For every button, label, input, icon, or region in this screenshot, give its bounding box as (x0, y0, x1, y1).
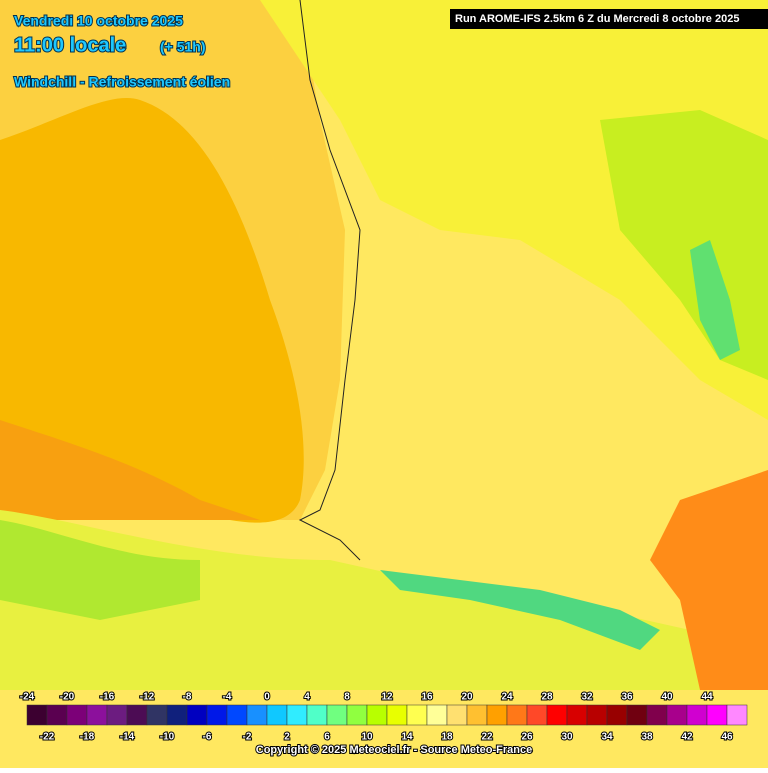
legend-label: 44 (701, 692, 713, 703)
legend-swatch (146, 704, 168, 726)
legend-swatch (666, 704, 688, 726)
legend-swatch (586, 704, 608, 726)
legend-label: 6 (324, 732, 330, 743)
mediterranean (650, 470, 768, 690)
coastline (298, 0, 361, 561)
legend-swatch (66, 704, 88, 726)
pyrenees-high (380, 570, 660, 650)
legend-swatch (46, 704, 68, 726)
legend-swatch (706, 704, 728, 726)
legend-label: -18 (80, 732, 95, 743)
legend-swatch (466, 704, 488, 726)
legend-swatch (86, 704, 108, 726)
copyright: Copyright © 2025 Meteociel.fr - Source M… (256, 744, 532, 756)
legend-swatch (386, 704, 408, 726)
legend-swatch (486, 704, 508, 726)
legend-label: -12 (140, 692, 155, 703)
run-banner (450, 9, 768, 29)
legend-swatch (166, 704, 188, 726)
legend-swatch (406, 704, 428, 726)
legend-swatch (686, 704, 708, 726)
legend-label: 18 (441, 732, 453, 743)
legend-label: -16 (100, 692, 115, 703)
legend-swatch (266, 704, 288, 726)
pyrenees-west (0, 520, 200, 620)
ocean-south (0, 420, 260, 520)
legend-swatch (646, 704, 668, 726)
legend-label: 20 (461, 692, 473, 703)
legend-label: -8 (183, 692, 192, 703)
pyrenees (0, 510, 700, 690)
legend-label: 8 (344, 692, 350, 703)
legend-swatch (546, 704, 568, 726)
legend-swatch (226, 704, 248, 726)
legend-swatch (526, 704, 548, 726)
forecast-lead: (+ 51h) (160, 39, 206, 55)
legend-swatch (426, 704, 448, 726)
legend-swatch (246, 704, 268, 726)
legend-label: -2 (243, 732, 252, 743)
legend-label: 24 (501, 692, 513, 703)
legend-swatch (566, 704, 588, 726)
legend-label: 46 (721, 732, 733, 743)
run-info: Run AROME-IFS 2.5km 6 Z du Mercredi 8 oc… (455, 13, 739, 25)
legend-label: 42 (681, 732, 693, 743)
legend-swatch (506, 704, 528, 726)
legend-swatch (306, 704, 328, 726)
legend-label: 28 (541, 692, 553, 703)
legend-swatch (206, 704, 228, 726)
parameter-name: Windchill - Refroissement éolien (14, 74, 230, 90)
legend-swatch (366, 704, 388, 726)
legend-label: 2 (284, 732, 290, 743)
legend-swatch (726, 704, 748, 726)
legend-label: -20 (60, 692, 75, 703)
legend-label: 40 (661, 692, 673, 703)
legend-label: 4 (304, 692, 310, 703)
legend-label: 36 (621, 692, 633, 703)
legend-swatch (186, 704, 208, 726)
legend-label: 10 (361, 732, 373, 743)
legend-swatch (106, 704, 128, 726)
legend-swatch (126, 704, 148, 726)
legend-swatch (326, 704, 348, 726)
forecast-date: Vendredi 10 octobre 2025 (14, 13, 183, 29)
legend-label: -10 (160, 732, 175, 743)
legend-label: 26 (521, 732, 533, 743)
legend-label: 34 (601, 732, 613, 743)
massif-central (690, 240, 740, 360)
legend-swatch (626, 704, 648, 726)
legend-label: 22 (481, 732, 493, 743)
legend-label: -24 (20, 692, 35, 703)
land-north (260, 0, 768, 420)
legend-label: 12 (381, 692, 393, 703)
legend-label: -4 (223, 692, 232, 703)
legend-label: 14 (401, 732, 413, 743)
legend-label: 0 (264, 692, 270, 703)
legend-label: 30 (561, 732, 573, 743)
forecast-time: 11:00 locale (14, 34, 126, 56)
legend-swatch (606, 704, 628, 726)
legend-label: 16 (421, 692, 433, 703)
legend-swatch (26, 704, 48, 726)
legend-swatch (346, 704, 368, 726)
legend-label: -14 (120, 732, 135, 743)
legend-swatch (286, 704, 308, 726)
legend-label: -6 (203, 732, 212, 743)
legend-label: 38 (641, 732, 653, 743)
ocean-far (0, 98, 304, 523)
legend-label: -22 (40, 732, 55, 743)
legend-swatch (446, 704, 468, 726)
legend-label: 32 (581, 692, 593, 703)
